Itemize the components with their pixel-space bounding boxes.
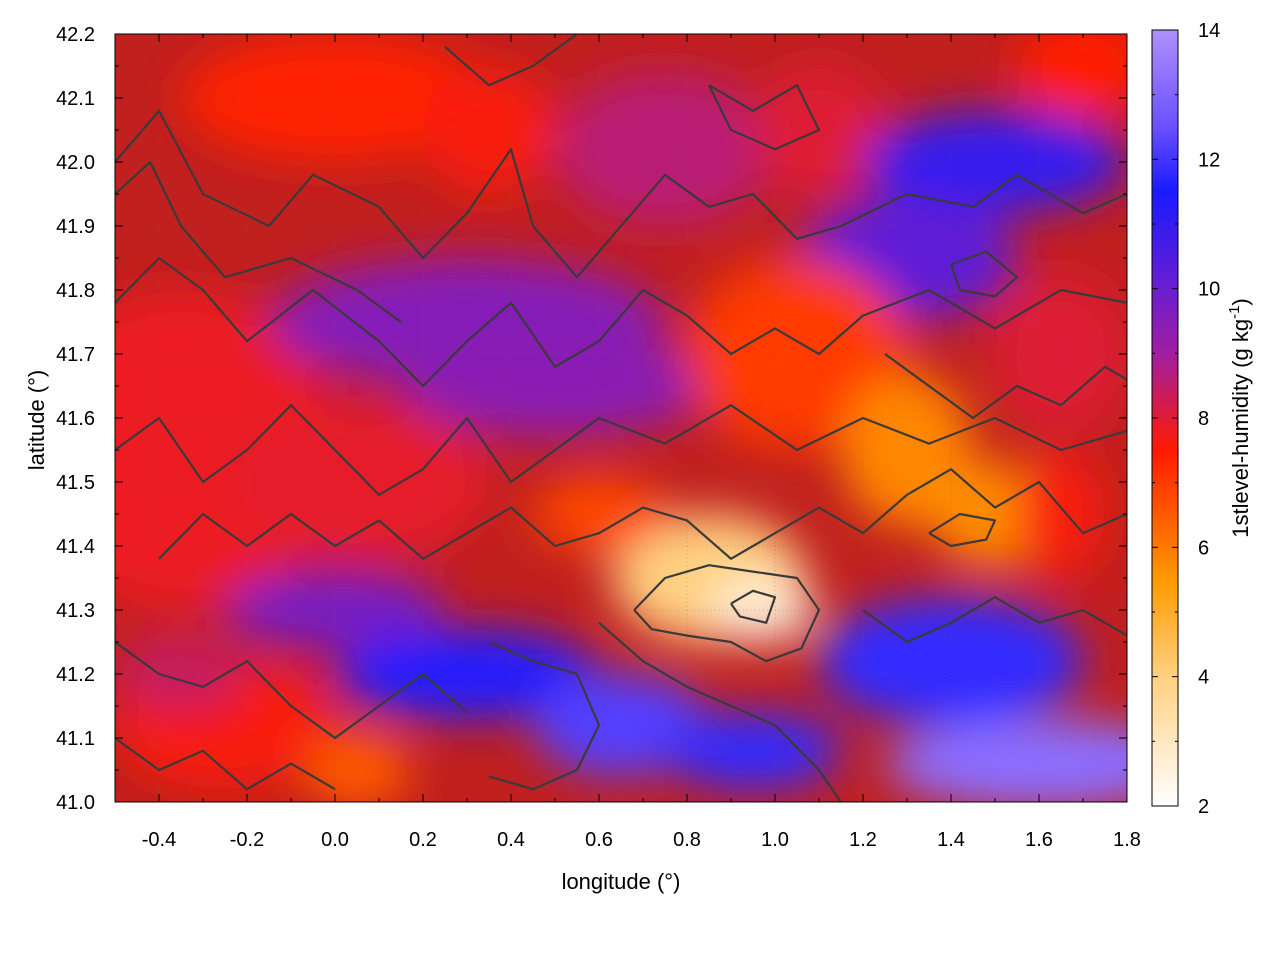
x-tick-label: 0.8 [673, 829, 701, 851]
contour-lines [115, 34, 1127, 802]
y-tick-label: 41.5 [56, 472, 95, 494]
contour-line-7 [598, 621, 842, 802]
contour-line-4 [633, 564, 821, 663]
contour-line-11 [928, 512, 997, 548]
x-axis-ticks: -0.4 -0.2 0.0 0.2 0.4 0.6 0.8 1.0 1.2 1.4 1.6 1.8 [142, 34, 1141, 851]
x-tick-label: 1.8 [1113, 829, 1141, 851]
humidity-region-25 [304, 731, 410, 802]
colorbar-label: 1stlevel-humidity (g kg-1) [1226, 298, 1253, 538]
colorbar-label-base: 1stlevel-humidity (g kg [1228, 319, 1253, 538]
x-tick-label: 0.4 [497, 829, 525, 851]
y-axis-label: latitude (°) [24, 370, 49, 471]
humidity-region-23 [1017, 450, 1105, 578]
contour-line-2 [115, 404, 1127, 496]
humidity-region-3 [401, 334, 709, 438]
contour-line-12 [115, 160, 402, 323]
y-tick-label: 42.2 [56, 24, 95, 46]
humidity-region-1 [225, 405, 489, 559]
colorbar-tick-label: 6 [1198, 537, 1209, 559]
humidity-region-9 [1017, 34, 1127, 118]
contour-line-9 [115, 737, 336, 791]
colorbar-tick-label: 10 [1198, 279, 1220, 301]
colorbar-tick-label: 8 [1198, 408, 1209, 430]
y-tick-label: 41.0 [56, 792, 95, 814]
plot-area [114, 33, 1128, 803]
humidity-region-14 [995, 277, 1127, 431]
humidity-region-20 [665, 712, 841, 790]
humidity-region-16 [709, 578, 815, 642]
y-tick-label: 41.4 [56, 536, 95, 558]
contour-line-5 [730, 589, 777, 624]
colorbar-tick-label: 2 [1198, 796, 1209, 818]
humidity-region-11 [687, 258, 907, 450]
contour-line-6 [488, 640, 601, 791]
contour-line-14 [949, 250, 1019, 298]
y-tick-label: 41.6 [56, 408, 95, 430]
x-tick-label: 1.2 [849, 829, 877, 851]
x-tick-label: 1.4 [937, 829, 965, 851]
y-tick-label: 41.2 [56, 664, 95, 686]
contour-line-1 [115, 256, 1127, 388]
y-tick-label: 41.1 [56, 728, 95, 750]
colorbar-tick-label: 12 [1198, 149, 1220, 171]
colorbar-label-close: ) [1228, 298, 1253, 305]
y-tick-label: 41.9 [56, 216, 95, 238]
colorbar-ticks: 2 4 6 8 10 12 14 [1152, 20, 1220, 818]
colorbar-tick-label: 4 [1198, 667, 1209, 689]
y-tick-label: 41.8 [56, 280, 95, 302]
colorbar: 2 4 6 8 10 12 14 1stlevel-humidity (g kg-1) [1151, 20, 1253, 818]
x-tick-label: 0.6 [585, 829, 613, 851]
colorbar-label-exponent: -1 [1226, 306, 1243, 319]
x-tick-label: -0.2 [230, 829, 264, 851]
x-axis-label: longitude (°) [562, 869, 681, 894]
contour-line-15 [444, 34, 578, 87]
y-axis-ticks: 41.0 41.1 41.2 41.3 41.4 41.5 41.6 41.7 41.8 41.9… [56, 24, 1127, 814]
contour-line-10 [862, 596, 1127, 644]
colorbar-tick-label: 14 [1198, 20, 1220, 42]
y-tick-label: 41.3 [56, 600, 95, 622]
y-tick-label: 42.0 [56, 152, 95, 174]
y-tick-label: 42.1 [56, 88, 95, 110]
x-tick-label: -0.4 [142, 829, 176, 851]
humidity-region-22 [885, 718, 1127, 802]
humidity-region-21 [819, 597, 1083, 726]
x-tick-label: 0.0 [321, 829, 349, 851]
humidity-region-26 [115, 635, 247, 713]
contour-line-8 [115, 641, 468, 740]
contour-line-3 [158, 468, 1127, 560]
y-tick-label: 41.7 [56, 344, 95, 366]
contour-line-13 [708, 84, 821, 151]
contour-line-16 [884, 353, 1127, 420]
contour-line-0 [115, 109, 1127, 279]
humidity-region-6 [555, 72, 775, 226]
x-tick-label: 1.6 [1025, 829, 1053, 851]
x-tick-label: 1.0 [761, 829, 789, 851]
x-tick-label: 0.2 [409, 829, 437, 851]
